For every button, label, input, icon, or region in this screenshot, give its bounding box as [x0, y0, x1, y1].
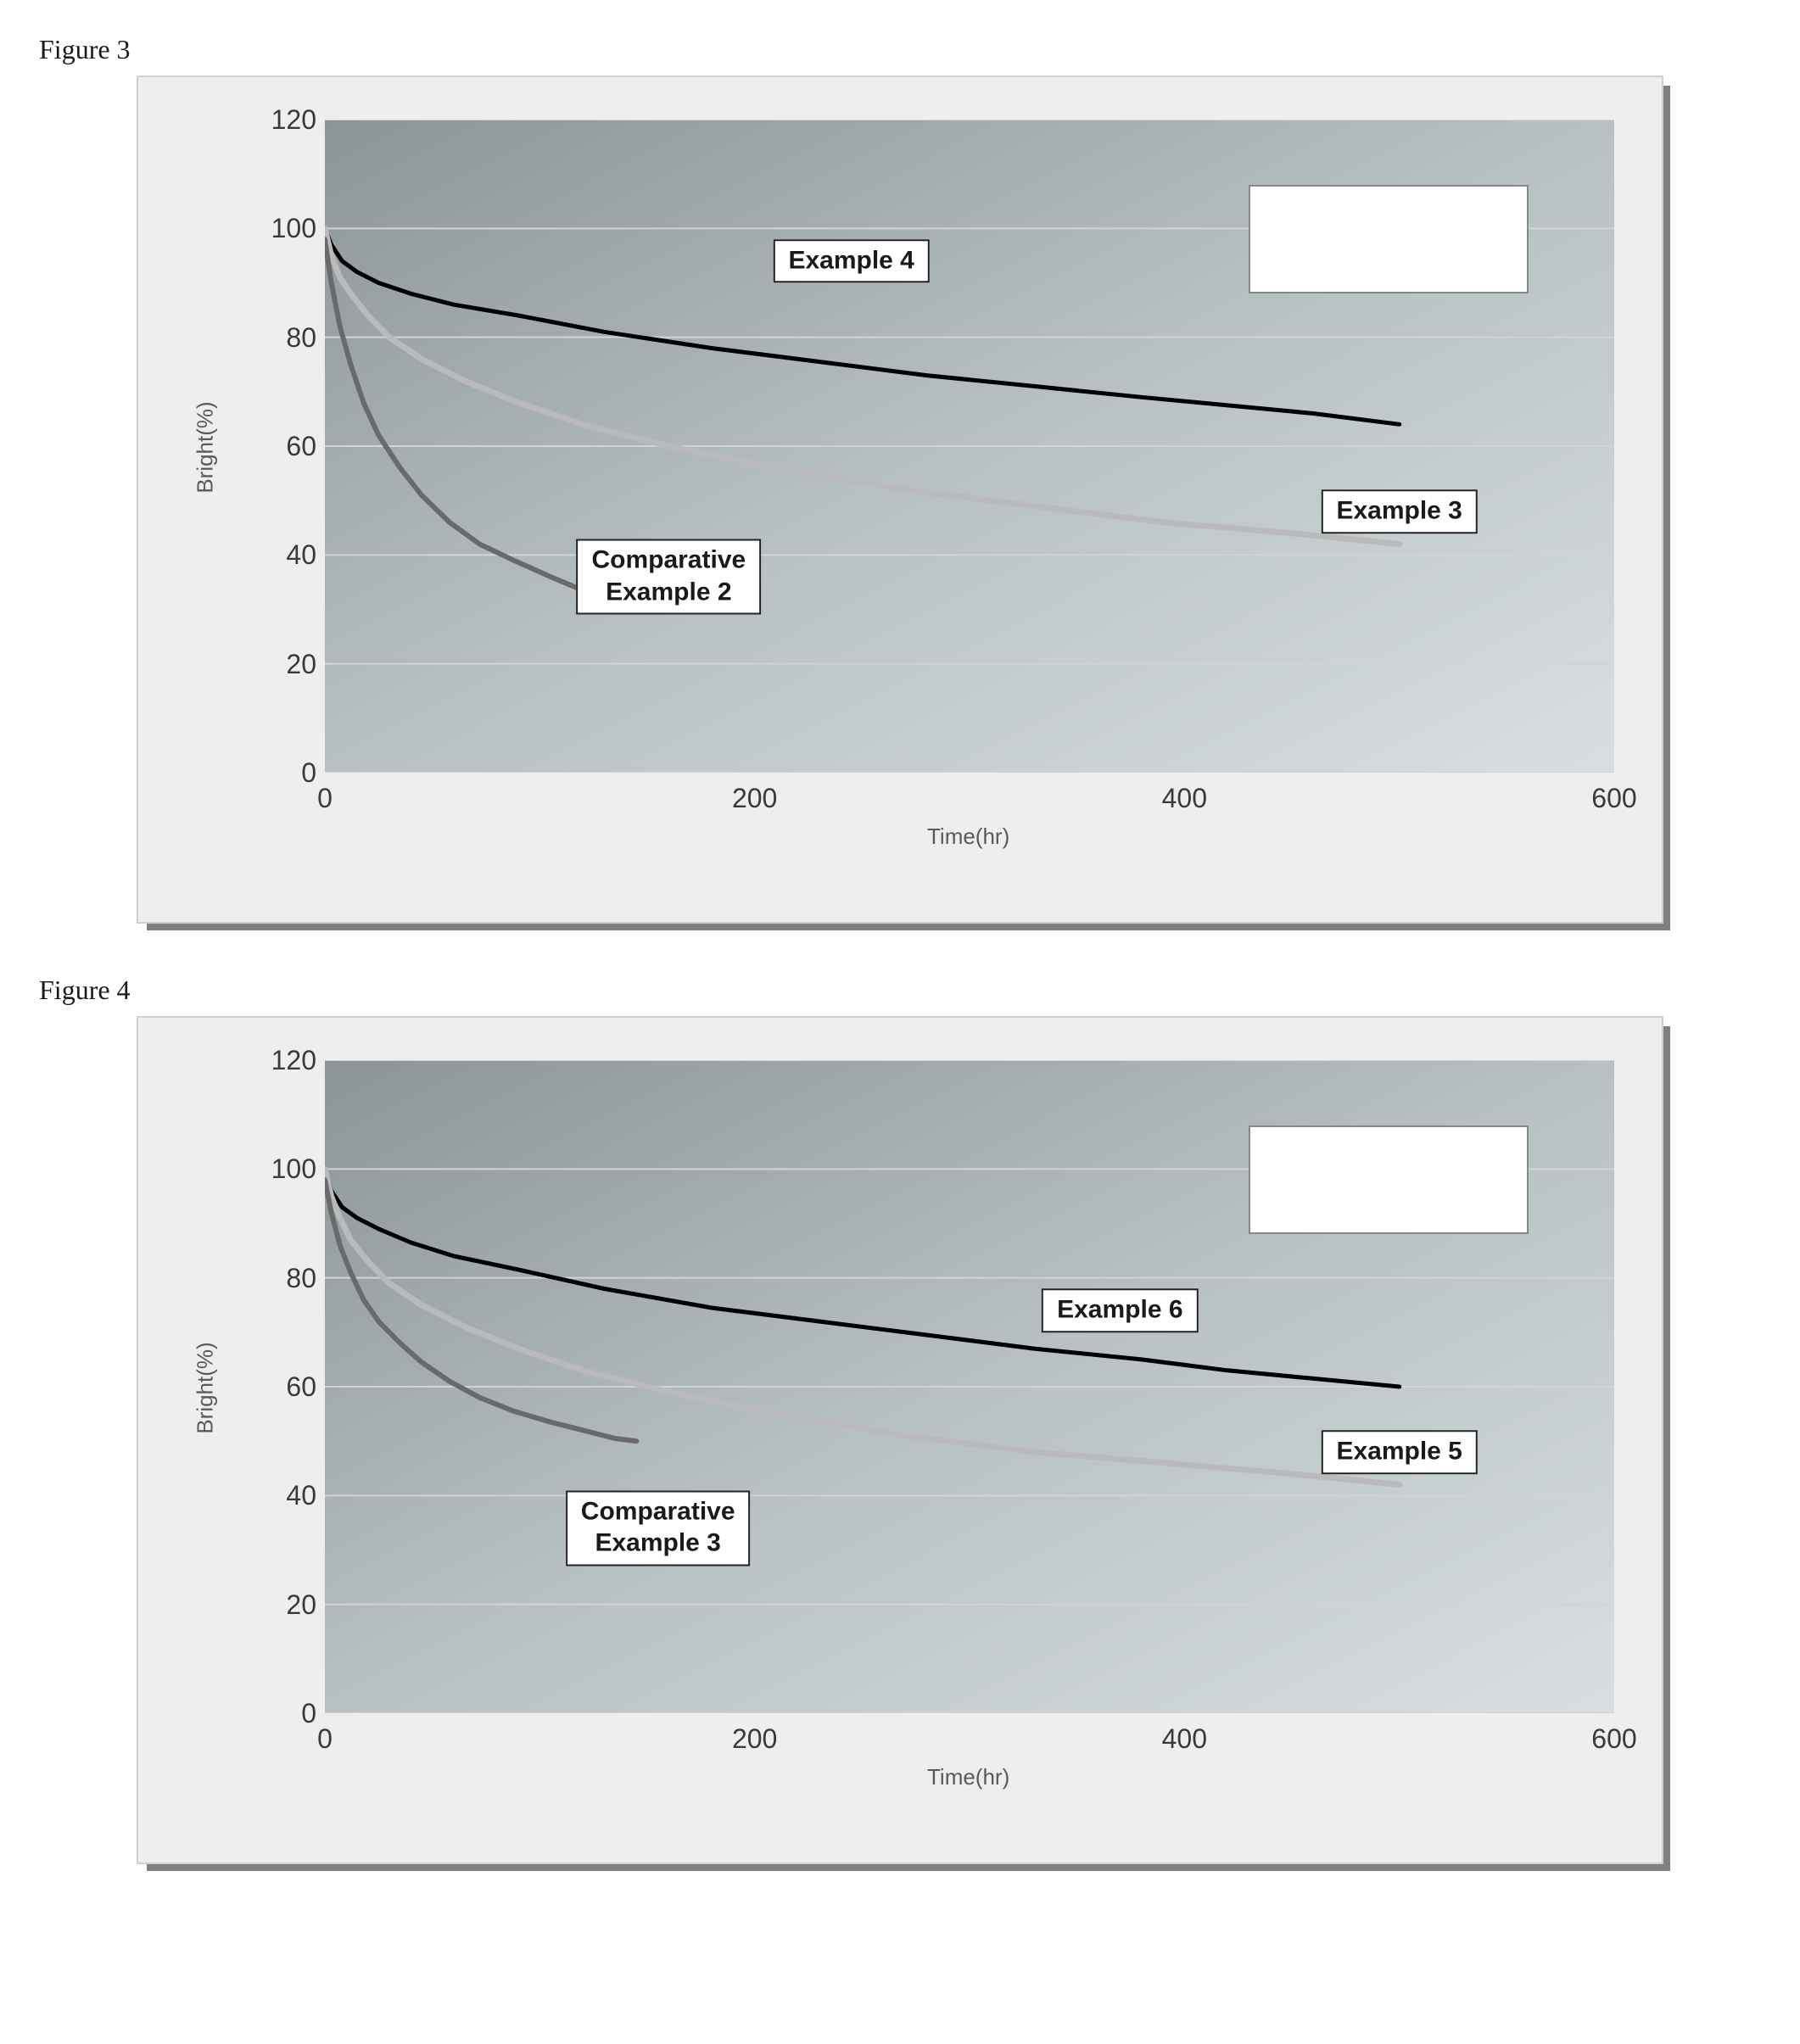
legend-placeholder	[1249, 1125, 1528, 1234]
y-axis-title: Bright(%)	[193, 1342, 219, 1433]
y-tick-label: 60	[240, 431, 316, 462]
x-tick-label: 400	[1133, 783, 1235, 814]
x-tick-label: 0	[274, 783, 376, 814]
x-tick-label: 0	[274, 1723, 376, 1755]
y-tick-label: 60	[240, 1371, 316, 1403]
x-tick-label: 600	[1563, 1723, 1665, 1755]
figure-3-caption: Figure 3	[39, 34, 1766, 65]
y-tick-label: 120	[240, 1045, 316, 1076]
figure-3-chart: 0204060801001200200400600Bright(%)Time(h…	[137, 75, 1663, 924]
x-tick-label: 200	[704, 783, 806, 814]
y-axis-title: Bright(%)	[193, 401, 219, 493]
figure-4-caption: Figure 4	[39, 975, 1766, 1006]
series-label: Example 6	[1042, 1288, 1198, 1332]
x-tick-label: 400	[1133, 1723, 1235, 1755]
y-tick-label: 100	[240, 1153, 316, 1185]
figure-4-chart: 0204060801001200200400600Bright(%)Time(h…	[137, 1016, 1663, 1864]
y-tick-label: 20	[240, 1589, 316, 1621]
y-tick-label: 100	[240, 213, 316, 244]
y-tick-label: 40	[240, 539, 316, 571]
series-label: Example 3	[1321, 489, 1477, 533]
y-tick-label: 20	[240, 649, 316, 680]
series-label: Example 5	[1321, 1430, 1477, 1474]
x-axis-title: Time(hr)	[927, 1764, 1009, 1790]
y-tick-label: 40	[240, 1480, 316, 1511]
x-tick-label: 200	[704, 1723, 806, 1755]
series-label: ComparativeExample 3	[566, 1490, 751, 1566]
x-axis-title: Time(hr)	[927, 824, 1009, 850]
legend-placeholder	[1249, 185, 1528, 293]
y-tick-label: 80	[240, 1263, 316, 1294]
x-tick-label: 600	[1563, 783, 1665, 814]
series-label: Example 4	[773, 239, 929, 283]
y-tick-label: 120	[240, 104, 316, 136]
y-tick-label: 80	[240, 322, 316, 354]
series-label: ComparativeExample 2	[576, 539, 761, 615]
